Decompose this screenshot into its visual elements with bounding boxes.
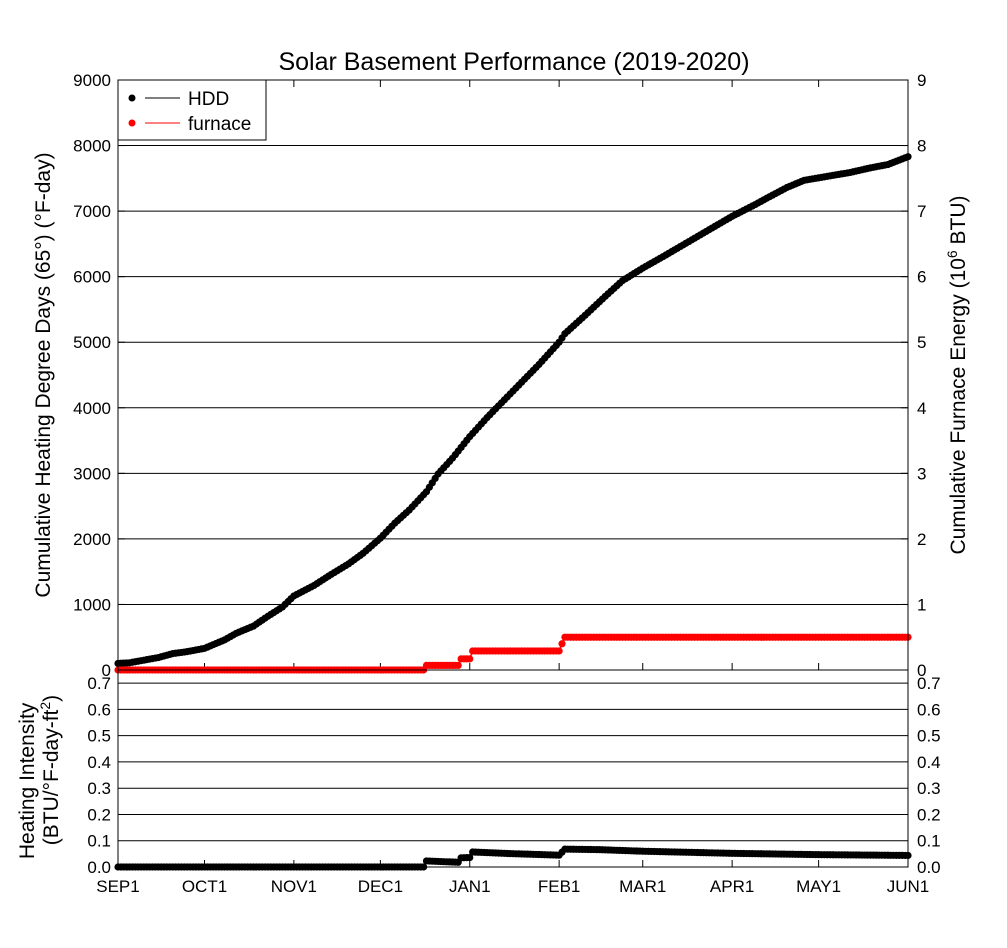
top-right-tick-label: 1 bbox=[917, 595, 926, 614]
top-right-axis-label-exp: 6 bbox=[944, 250, 960, 258]
bottom-left-tick-label: 0.1 bbox=[87, 832, 111, 851]
top-right-tick-label: 3 bbox=[917, 464, 926, 483]
x-tick-label: DEC1 bbox=[358, 877, 403, 896]
bottom-right-tick-label: 0.7 bbox=[917, 674, 941, 693]
x-tick-label: SEP1 bbox=[96, 877, 139, 896]
legend-hdd-marker bbox=[128, 94, 136, 102]
bottom-axis-label-line2: (BTU/°F-day-ft bbox=[40, 709, 63, 845]
top-left-tick-label: 0 bbox=[102, 661, 111, 680]
intensity-point bbox=[466, 853, 474, 862]
x-tick-label: MAR1 bbox=[619, 877, 666, 896]
bottom-left-tick-label: 0.4 bbox=[87, 753, 111, 772]
top-left-tick-label: 5000 bbox=[73, 333, 111, 352]
x-tick-label: OCT1 bbox=[182, 877, 227, 896]
top-right-tick-label: 7 bbox=[917, 202, 926, 221]
legend-hdd-label: HDD bbox=[188, 89, 229, 110]
top-gridlines bbox=[118, 145, 908, 605]
bottom-axis-label-exp: 2 bbox=[37, 702, 53, 710]
axis-ticks: 0 1000 2000 3000 4000 5000 6000 7000 8000 9000 0 1 2… bbox=[73, 71, 940, 896]
bottom-left-tick-label: 0.2 bbox=[87, 805, 111, 824]
top-left-tick-label: 4000 bbox=[73, 399, 111, 418]
furnace-point bbox=[454, 661, 462, 670]
top-right-axis-label: Cumulative Furnace Energy (106 BTU) bbox=[944, 195, 970, 554]
top-right-tick-label: 9 bbox=[917, 71, 926, 90]
x-tick-label: JUN1 bbox=[887, 877, 930, 896]
furnace-series bbox=[114, 633, 912, 674]
bottom-right-tick-label: 0.6 bbox=[917, 700, 941, 719]
top-right-axis-label-tail: BTU) bbox=[947, 195, 970, 250]
bottom-plot-frame bbox=[117, 669, 909, 868]
legend-furnace-marker bbox=[128, 119, 136, 127]
top-left-tick-label: 7000 bbox=[73, 202, 111, 221]
top-left-tick-label: 2000 bbox=[73, 530, 111, 549]
bottom-axis-label-tail: ) bbox=[40, 695, 63, 702]
furnace-point bbox=[555, 647, 563, 655]
top-right-tick-label: 5 bbox=[917, 333, 926, 352]
bottom-gridlines bbox=[118, 682, 908, 842]
x-tick-label: MAY1 bbox=[796, 877, 841, 896]
bottom-right-tick-label: 0.1 bbox=[917, 832, 941, 851]
top-right-tick-label: 4 bbox=[917, 399, 926, 418]
top-left-tick-label: 6000 bbox=[73, 268, 111, 287]
top-right-axis-label-main: Cumulative Furnace Energy (10 bbox=[947, 258, 970, 554]
bottom-left-axis-label: Heating Intensity (BTU/°F-day-ft2) bbox=[16, 695, 63, 859]
top-right-tick-label: 0 bbox=[917, 661, 926, 680]
bottom-right-tick-label: 0.5 bbox=[917, 727, 941, 746]
bottom-right-tick-label: 0.4 bbox=[917, 753, 941, 772]
chart-title: Solar Basement Performance (2019-2020) bbox=[278, 48, 749, 76]
top-left-axis-label: Cumulative Heating Degree Days (65°) (°F… bbox=[32, 152, 55, 597]
furnace-point bbox=[466, 655, 474, 663]
x-tick-label: APR1 bbox=[710, 877, 754, 896]
top-left-tick-label: 1000 bbox=[73, 595, 111, 614]
top-left-tick-label: 9000 bbox=[73, 71, 111, 90]
bottom-axis-label-line1: Heating Intensity bbox=[16, 702, 39, 859]
bottom-left-tick-label: 0.3 bbox=[87, 779, 111, 798]
x-tick-label: FEB1 bbox=[538, 877, 581, 896]
hdd-series bbox=[114, 153, 912, 668]
top-plot-frame bbox=[117, 79, 909, 671]
x-tick-label: JAN1 bbox=[449, 877, 491, 896]
top-left-tick-label: 3000 bbox=[73, 464, 111, 483]
x-tick-label: NOV1 bbox=[271, 877, 317, 896]
bottom-right-tick-label: 0.3 bbox=[917, 779, 941, 798]
top-right-tick-label: 2 bbox=[917, 530, 926, 549]
bottom-left-tick-label: 0.0 bbox=[87, 858, 111, 877]
bottom-right-tick-label: 0.2 bbox=[917, 805, 941, 824]
top-right-tick-label: 6 bbox=[917, 268, 926, 287]
bottom-right-tick-label: 0.0 bbox=[917, 858, 941, 877]
bottom-left-tick-label: 0.7 bbox=[87, 674, 111, 693]
top-left-tick-label: 8000 bbox=[73, 137, 111, 156]
legend: HDD furnace bbox=[117, 79, 267, 141]
legend-furnace-label: furnace bbox=[188, 114, 251, 135]
furnace-point bbox=[558, 640, 566, 648]
bottom-left-tick-label: 0.6 bbox=[87, 700, 111, 719]
bottom-left-tick-label: 0.5 bbox=[87, 727, 111, 746]
hdd-line bbox=[117, 156, 909, 665]
top-right-tick-label: 8 bbox=[917, 137, 926, 156]
legend-box bbox=[117, 79, 267, 141]
